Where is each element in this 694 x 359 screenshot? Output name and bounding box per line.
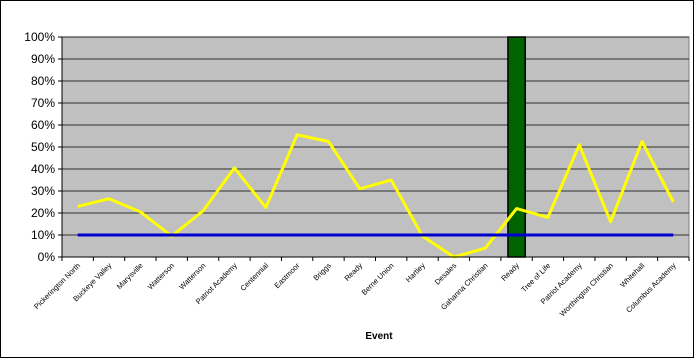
x-tick-label: Eastmoor: [272, 261, 301, 290]
series-line-1: [77, 133, 675, 259]
x-axis-label: Event: [365, 331, 393, 342]
y-tick-label: 70%: [31, 96, 55, 110]
x-tick-label: Briggs: [311, 261, 333, 283]
y-tick-label: 20%: [31, 206, 55, 220]
y-tick-label: 90%: [31, 52, 55, 66]
x-tick-label: Berne Union: [360, 261, 396, 297]
y-tick-label: 10%: [31, 228, 55, 242]
x-tick-label: Tree of Life: [519, 261, 552, 294]
x-tick-label: Ready: [343, 261, 365, 283]
y-tick-label: 100%: [24, 30, 55, 44]
x-tick-label: Watterson: [146, 261, 176, 291]
x-tick-label: Watterson: [177, 261, 207, 291]
y-tick-label: 30%: [31, 184, 55, 198]
highlight-bar: [507, 36, 526, 258]
x-tick-label: Whitehall: [618, 261, 646, 289]
y-tick-label: 40%: [31, 162, 55, 176]
y-tick-label: 0%: [38, 250, 56, 264]
x-tick-label: Worthington Christian: [558, 261, 615, 318]
x-tick-label: Desales: [433, 261, 459, 287]
x-tick-label: Pickerington North: [32, 261, 82, 311]
x-tick-label: Centennial: [238, 261, 270, 293]
y-tick-label: 60%: [31, 118, 55, 132]
x-tick-label: Hartley: [404, 261, 427, 284]
y-tick-label: 80%: [31, 74, 55, 88]
x-tick-label: Marysville: [115, 261, 145, 291]
y-tick-label: 50%: [31, 140, 55, 154]
x-tick-label: Ready: [499, 261, 521, 283]
